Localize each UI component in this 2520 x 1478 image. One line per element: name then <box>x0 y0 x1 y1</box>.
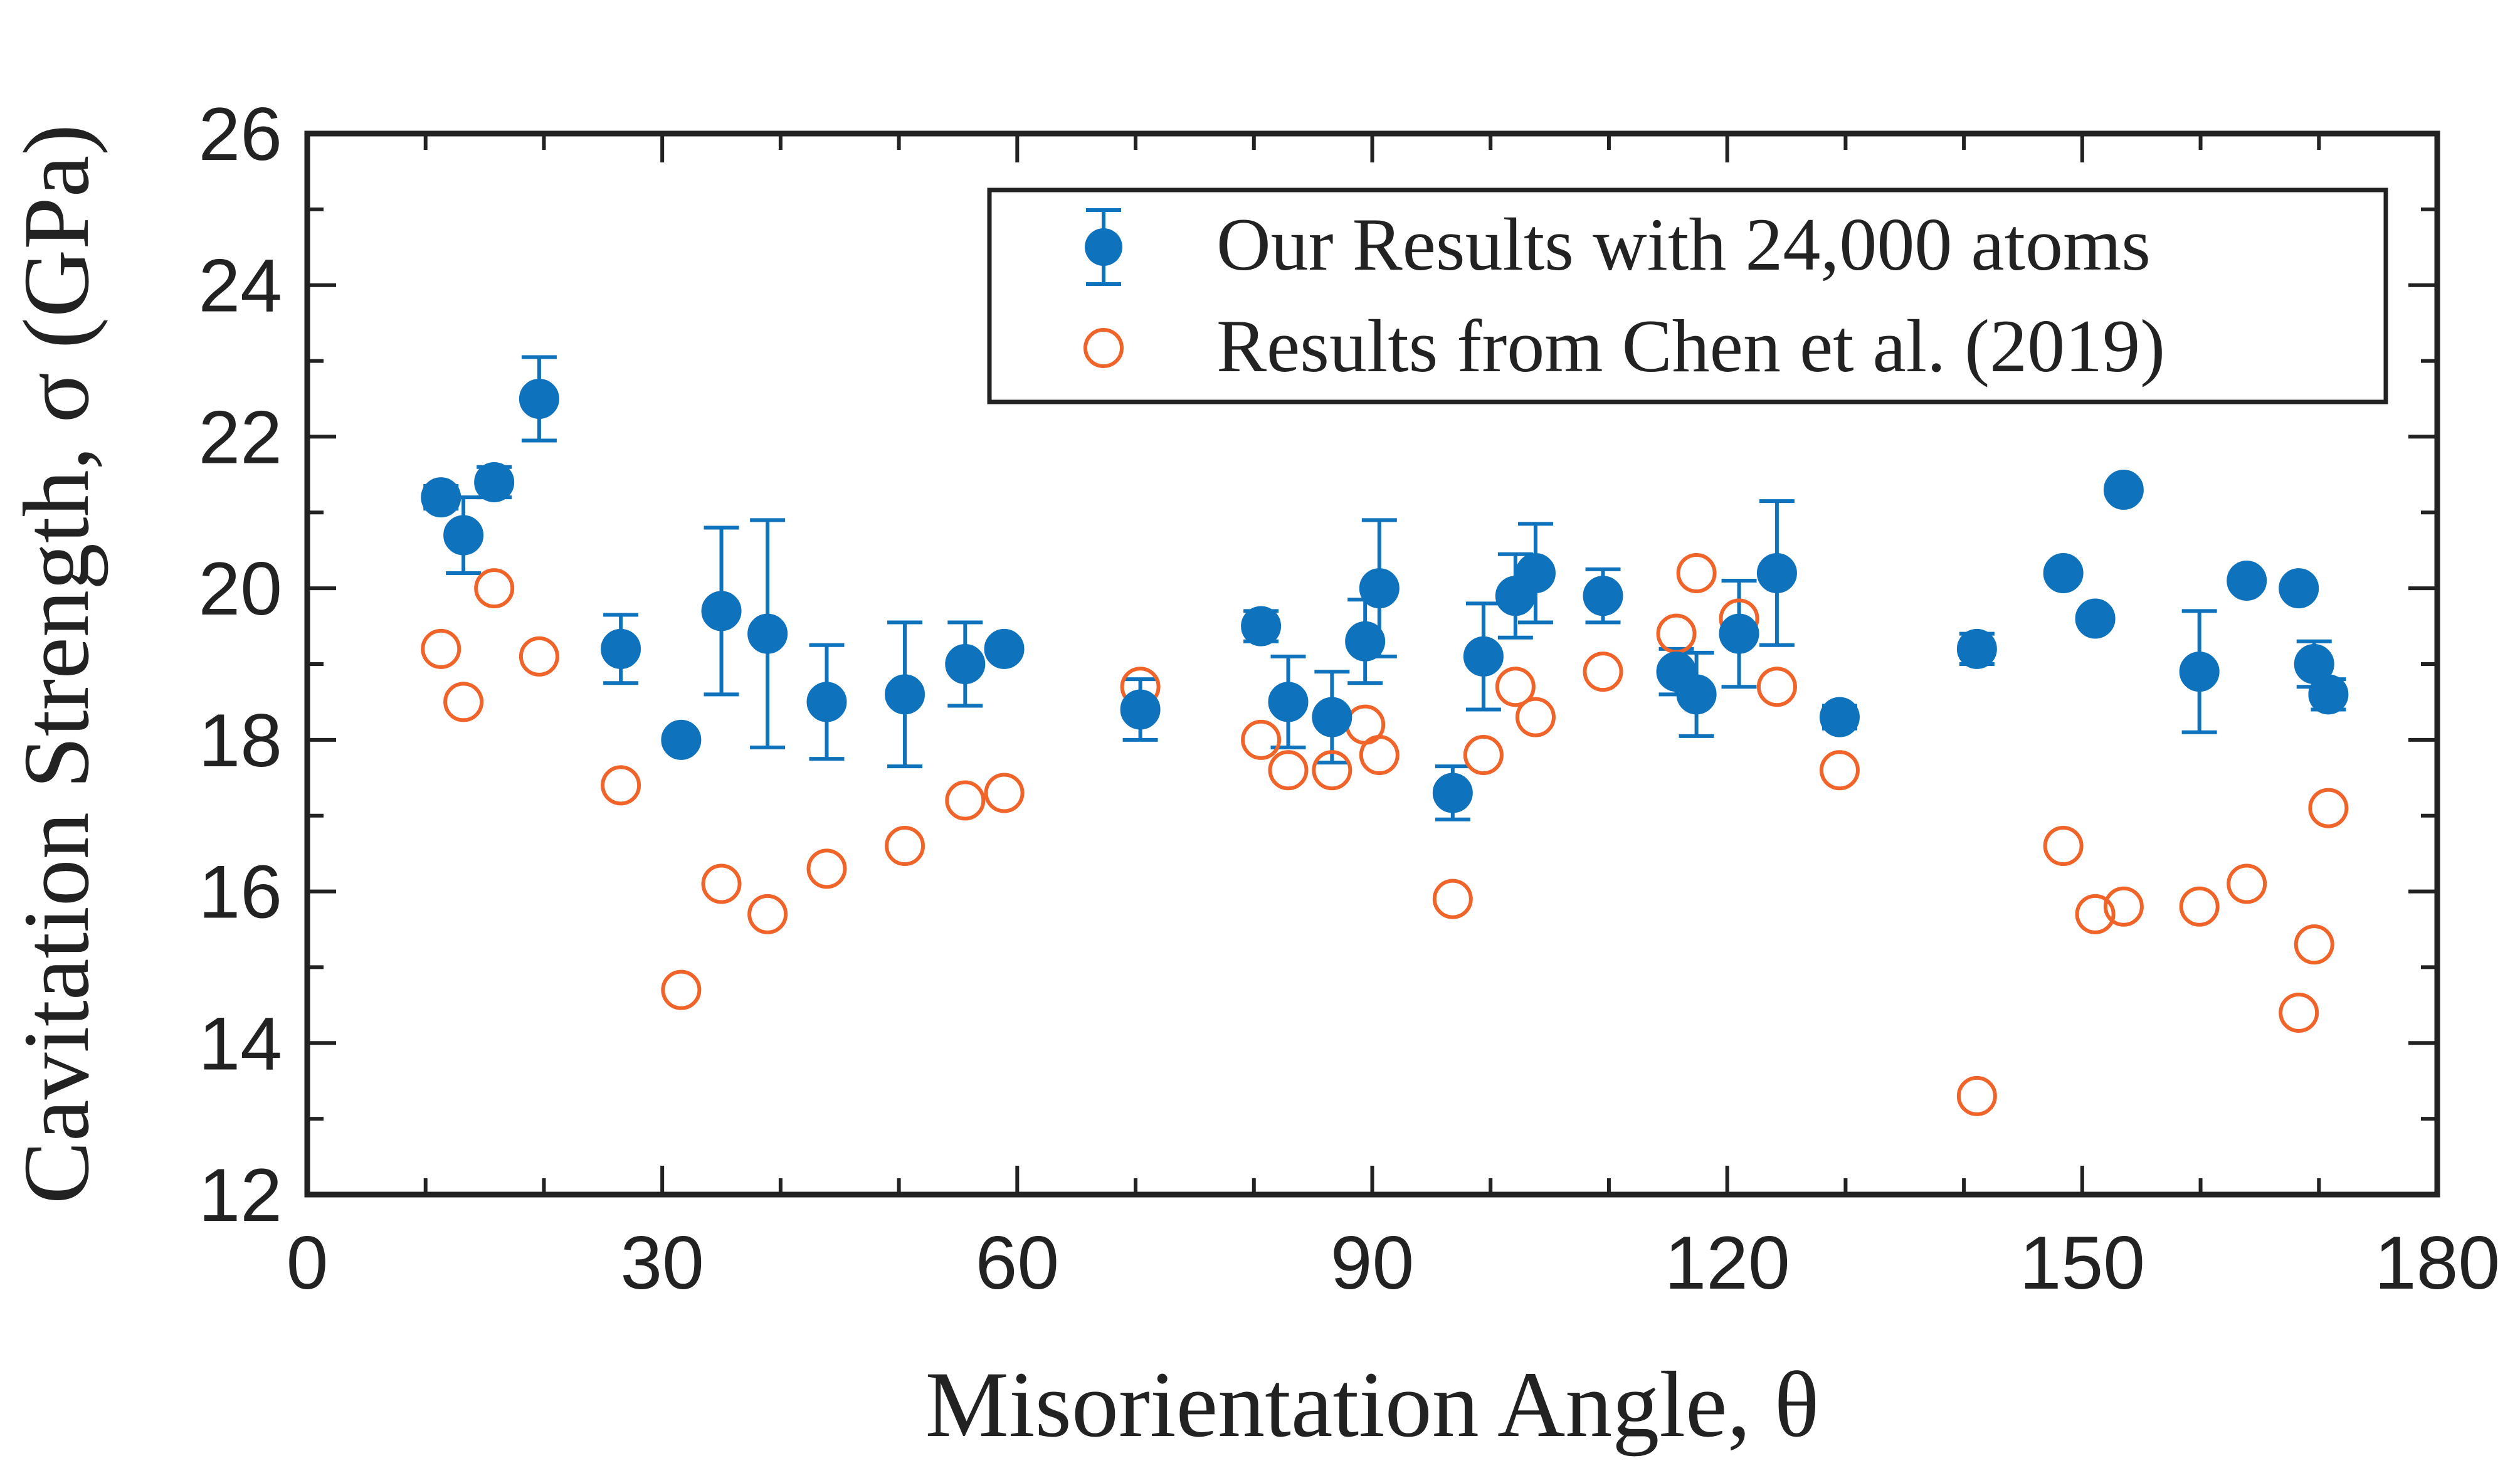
plot-area-frame <box>304 130 2440 1198</box>
our-point <box>1241 606 1282 647</box>
y-axis-title: Cavitation Strength, σ (GPa) <box>4 124 108 1204</box>
chen-point <box>806 848 847 889</box>
our-point <box>1583 576 1623 616</box>
x-tick-label: 0 <box>287 1221 329 1305</box>
x-tick-label: 90 <box>1331 1221 1414 1305</box>
chen-point <box>2294 924 2334 965</box>
chen-point <box>1819 750 1860 791</box>
our-point <box>945 644 986 684</box>
our-point <box>2308 674 2349 715</box>
y-tick-label: 14 <box>199 1001 282 1085</box>
chen-point <box>2043 826 2084 867</box>
chen-point <box>1756 667 1797 707</box>
chen-point <box>701 863 742 904</box>
x-tick-label: 180 <box>2375 1221 2500 1305</box>
our-point <box>1432 773 1473 813</box>
chen-point <box>885 826 925 867</box>
chen-point <box>1241 719 1282 760</box>
chen-point <box>1515 697 1556 737</box>
legend-box <box>987 187 2388 404</box>
x-tick-label: 150 <box>2020 1221 2145 1305</box>
chen-point <box>474 568 515 609</box>
chen-point <box>1676 552 1717 593</box>
chen-point <box>2179 886 2220 927</box>
y-tick-label: 26 <box>199 92 282 176</box>
x-tick-label: 120 <box>1665 1221 1790 1305</box>
chen-point <box>2227 863 2267 904</box>
our-point <box>984 628 1025 669</box>
chen-point <box>747 894 788 934</box>
our-point <box>885 674 925 715</box>
legend: Our Results with 24,000 atoms Results fr… <box>987 187 2388 404</box>
y-tick-label: 18 <box>199 699 282 783</box>
chen-point <box>443 682 484 722</box>
x-axis-title: Misorientation Angle, θ <box>925 1353 1820 1457</box>
legend-open-circle <box>1083 328 1124 368</box>
chen-point <box>1463 735 1504 776</box>
chen-point <box>601 765 641 806</box>
our-point <box>1756 552 1797 593</box>
our-point <box>2043 552 2084 593</box>
our-point <box>2103 470 2144 510</box>
chen-point <box>2075 894 2116 934</box>
our-point <box>474 462 515 502</box>
chen-point <box>2103 886 2144 927</box>
our-point <box>443 515 484 556</box>
legend-filled-circle <box>1085 228 1122 266</box>
our-point <box>519 379 559 419</box>
chen-point <box>1268 750 1309 791</box>
our-point <box>1120 689 1161 730</box>
y-tick-label: 24 <box>199 244 282 328</box>
axis-tick-labels: 0 30 60 90 120 150 180 12 14 16 18 20 22 24 26 <box>199 92 2501 1305</box>
our-point <box>2227 561 2267 601</box>
our-point <box>2279 568 2319 609</box>
our-point <box>701 591 742 631</box>
our-point <box>421 477 461 518</box>
chen-point <box>421 628 461 669</box>
legend-our-marker-icon <box>1085 208 1122 286</box>
our-points <box>421 379 2349 813</box>
our-point <box>806 682 847 722</box>
chen-point <box>1495 667 1536 707</box>
x-tick-label: 60 <box>976 1221 1059 1305</box>
y-tick-label: 22 <box>199 395 282 479</box>
chen-point <box>1956 1075 1997 1116</box>
our-point <box>1819 697 1860 737</box>
our-point <box>2179 652 2220 692</box>
legend-chen-marker-icon <box>1083 328 1124 368</box>
our-point <box>1956 628 1997 669</box>
our-point <box>661 719 702 760</box>
x-tick-label: 30 <box>620 1221 704 1305</box>
our-point <box>1268 682 1309 722</box>
chen-point <box>2308 788 2349 828</box>
our-point <box>2075 598 2116 639</box>
chen-points <box>421 552 2349 1116</box>
chen-point <box>2279 992 2319 1033</box>
our-point <box>747 613 788 654</box>
chen-point <box>1432 879 1473 919</box>
our-point <box>1676 674 1717 715</box>
chen-point <box>1312 750 1352 791</box>
chen-point <box>661 969 702 1010</box>
our-point <box>601 628 641 669</box>
chen-point <box>984 773 1025 813</box>
y-tick-label: 20 <box>199 547 282 631</box>
our-point <box>1515 552 1556 593</box>
our-point <box>1345 621 1386 662</box>
chen-point <box>1359 735 1400 776</box>
chen-point <box>945 780 986 821</box>
y-tick-label: 16 <box>199 850 282 934</box>
legend-label-ours: Our Results with 24,000 atoms <box>1216 203 2151 286</box>
our-point <box>1359 568 1400 609</box>
chen-point <box>519 636 559 677</box>
legend-label-chen: Results from Chen et al. (2019) <box>1216 304 2165 388</box>
our-point <box>1463 636 1504 677</box>
our-point <box>1719 613 1759 654</box>
chen-point <box>1583 652 1623 692</box>
our-point <box>1312 697 1352 737</box>
y-tick-label: 12 <box>199 1153 282 1237</box>
